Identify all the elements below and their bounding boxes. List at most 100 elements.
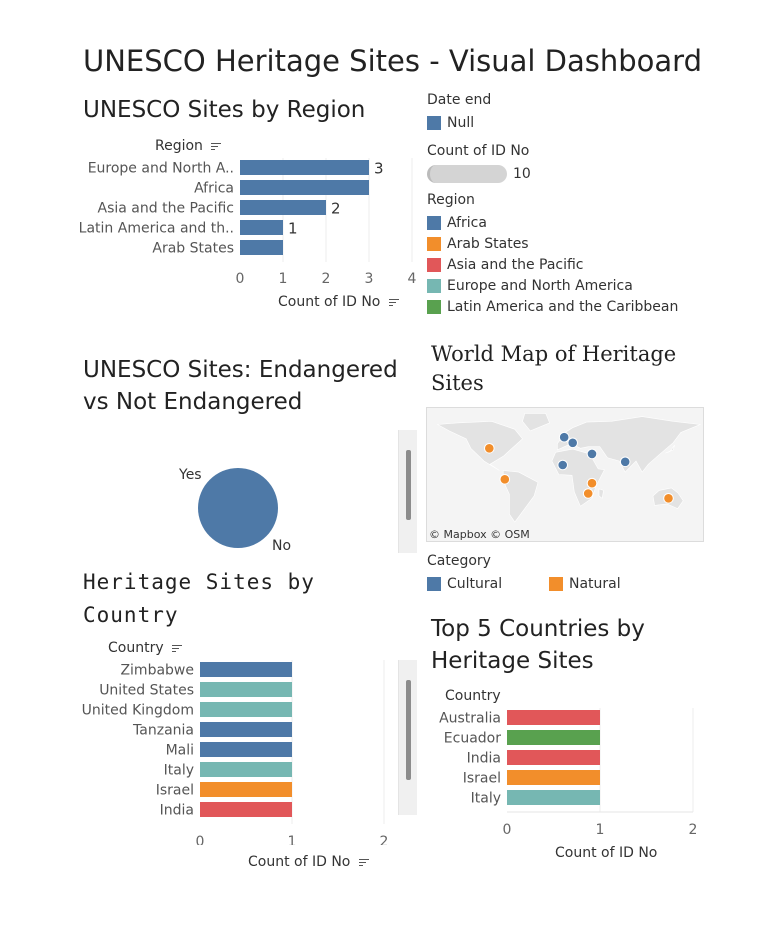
category-legend-item[interactable]: Cultural [427, 573, 549, 594]
bar[interactable] [507, 750, 600, 765]
pie-label: No [272, 538, 291, 554]
region-legend-title: Region [427, 192, 475, 208]
category-label: Arab States [152, 241, 234, 257]
pie-label: Yes [178, 467, 202, 483]
region-chart-title: UNESCO Sites by Region [83, 97, 366, 123]
tick-label: 3 [365, 271, 374, 287]
category-legend-title: Category [427, 553, 491, 569]
map-attribution: © Mapbox © OSM [429, 528, 530, 541]
region-legend-item[interactable]: Europe and North America [427, 275, 727, 296]
region-legend-item[interactable]: Asia and the Pacific [427, 254, 727, 275]
site-marker[interactable] [558, 431, 570, 443]
endangered-scrollbar[interactable] [398, 430, 417, 553]
bar[interactable] [507, 730, 600, 745]
region-legend-item[interactable]: Latin America and the Caribbean [427, 296, 727, 317]
legend-label: Africa [447, 214, 487, 231]
sort-icon[interactable] [211, 142, 222, 151]
bar[interactable] [200, 702, 292, 717]
category-label: United States [99, 683, 194, 699]
bar[interactable] [200, 782, 292, 797]
country-header[interactable]: Country [108, 640, 183, 656]
category-label: Israel [156, 783, 194, 799]
region-legend-item[interactable]: Africa [427, 212, 727, 233]
top5-xlabel: Count of ID No [555, 845, 658, 861]
legend-swatch [427, 236, 441, 251]
bar[interactable] [507, 790, 600, 805]
category-label: Africa [194, 181, 234, 197]
region-xlabel[interactable]: Count of ID No [278, 294, 399, 310]
endangered-pie-chart: Yes No [178, 467, 291, 554]
site-marker[interactable] [586, 448, 598, 460]
bar[interactable] [240, 180, 369, 195]
category-label: Israel [463, 771, 501, 787]
category-label: Europe and North A.. [88, 161, 234, 177]
site-marker[interactable] [484, 443, 495, 454]
sort-icon[interactable] [388, 298, 399, 307]
bar[interactable] [240, 240, 283, 255]
bar[interactable] [240, 200, 326, 215]
bar[interactable] [200, 802, 292, 817]
country-scrollbar[interactable] [398, 660, 417, 815]
site-marker[interactable] [663, 493, 674, 504]
bar[interactable] [200, 742, 292, 757]
category-legend-item[interactable]: Natural [549, 573, 621, 594]
country-xlabel-text: Count of ID No [248, 854, 351, 870]
legend-label: Asia and the Pacific [447, 256, 584, 273]
legend-label: Natural [569, 575, 621, 592]
bar[interactable] [200, 682, 292, 697]
region-header[interactable]: Region [155, 138, 222, 154]
date-end-legend-title: Date end [427, 92, 492, 108]
scrollbar-thumb[interactable] [406, 680, 411, 780]
bar[interactable] [240, 220, 283, 235]
data-label: 1 [288, 220, 298, 238]
legend-swatch [427, 115, 441, 130]
category-label: Tanzania [132, 723, 194, 739]
region-legend: Africa Arab States Asia and the Pacific Eur… [427, 212, 727, 317]
tick-label: 1 [279, 271, 288, 287]
site-marker[interactable] [582, 488, 594, 499]
endangered-chart-title: UNESCO Sites: Endangered vs Not Endanger… [83, 357, 398, 415]
site-marker[interactable] [557, 459, 568, 471]
country-xlabel[interactable]: Count of ID No [248, 854, 369, 870]
site-marker[interactable] [586, 477, 598, 489]
land-shape [557, 416, 702, 473]
data-label: 3 [374, 160, 384, 178]
category-label: Australia [439, 711, 501, 727]
tick-label: 2 [689, 822, 698, 838]
legend-swatch [427, 278, 441, 293]
pie-slice[interactable] [198, 468, 278, 548]
date-end-legend-item[interactable]: Null [427, 112, 727, 133]
category-label: United Kingdom [82, 703, 194, 719]
legend-swatch [427, 576, 441, 591]
scrollbar-thumb[interactable] [406, 450, 411, 520]
region-xlabel-text: Count of ID No [278, 294, 381, 310]
tick-label: 0 [503, 822, 512, 838]
legend-label: Null [447, 114, 475, 131]
map-title: World Map of Heritage Sites [431, 342, 677, 395]
category-legend: Cultural Natural [427, 573, 727, 594]
bar[interactable] [240, 160, 369, 175]
category-label: Zimbabwe [120, 663, 194, 679]
sort-icon[interactable] [358, 858, 369, 867]
bar[interactable] [507, 770, 600, 785]
region-legend-item[interactable]: Arab States [427, 233, 727, 254]
size-legend-mark [427, 165, 507, 183]
category-label: Ecuador [444, 731, 501, 747]
legend-swatch [427, 215, 441, 230]
dashboard-title: UNESCO Heritage Sites - Visual Dashboard [83, 44, 702, 78]
world-map[interactable]: © Mapbox © OSM [426, 407, 704, 542]
site-marker[interactable] [619, 456, 631, 468]
country-bar-chart: Zimbabwe United States United Kingdom Tanza… [82, 660, 388, 845]
site-marker[interactable] [499, 474, 511, 485]
site-marker[interactable] [567, 437, 578, 449]
land-shape [598, 488, 604, 499]
category-label: Mali [166, 743, 194, 759]
bar[interactable] [507, 710, 600, 725]
sort-icon[interactable] [172, 644, 183, 653]
bar[interactable] [200, 662, 292, 677]
bar[interactable] [200, 762, 292, 777]
top5-chart-title: Top 5 Countries by Heritage Sites [431, 616, 645, 674]
category-label: Latin America and th.. [79, 221, 234, 237]
region-header-label: Region [155, 138, 203, 154]
bar[interactable] [200, 722, 292, 737]
